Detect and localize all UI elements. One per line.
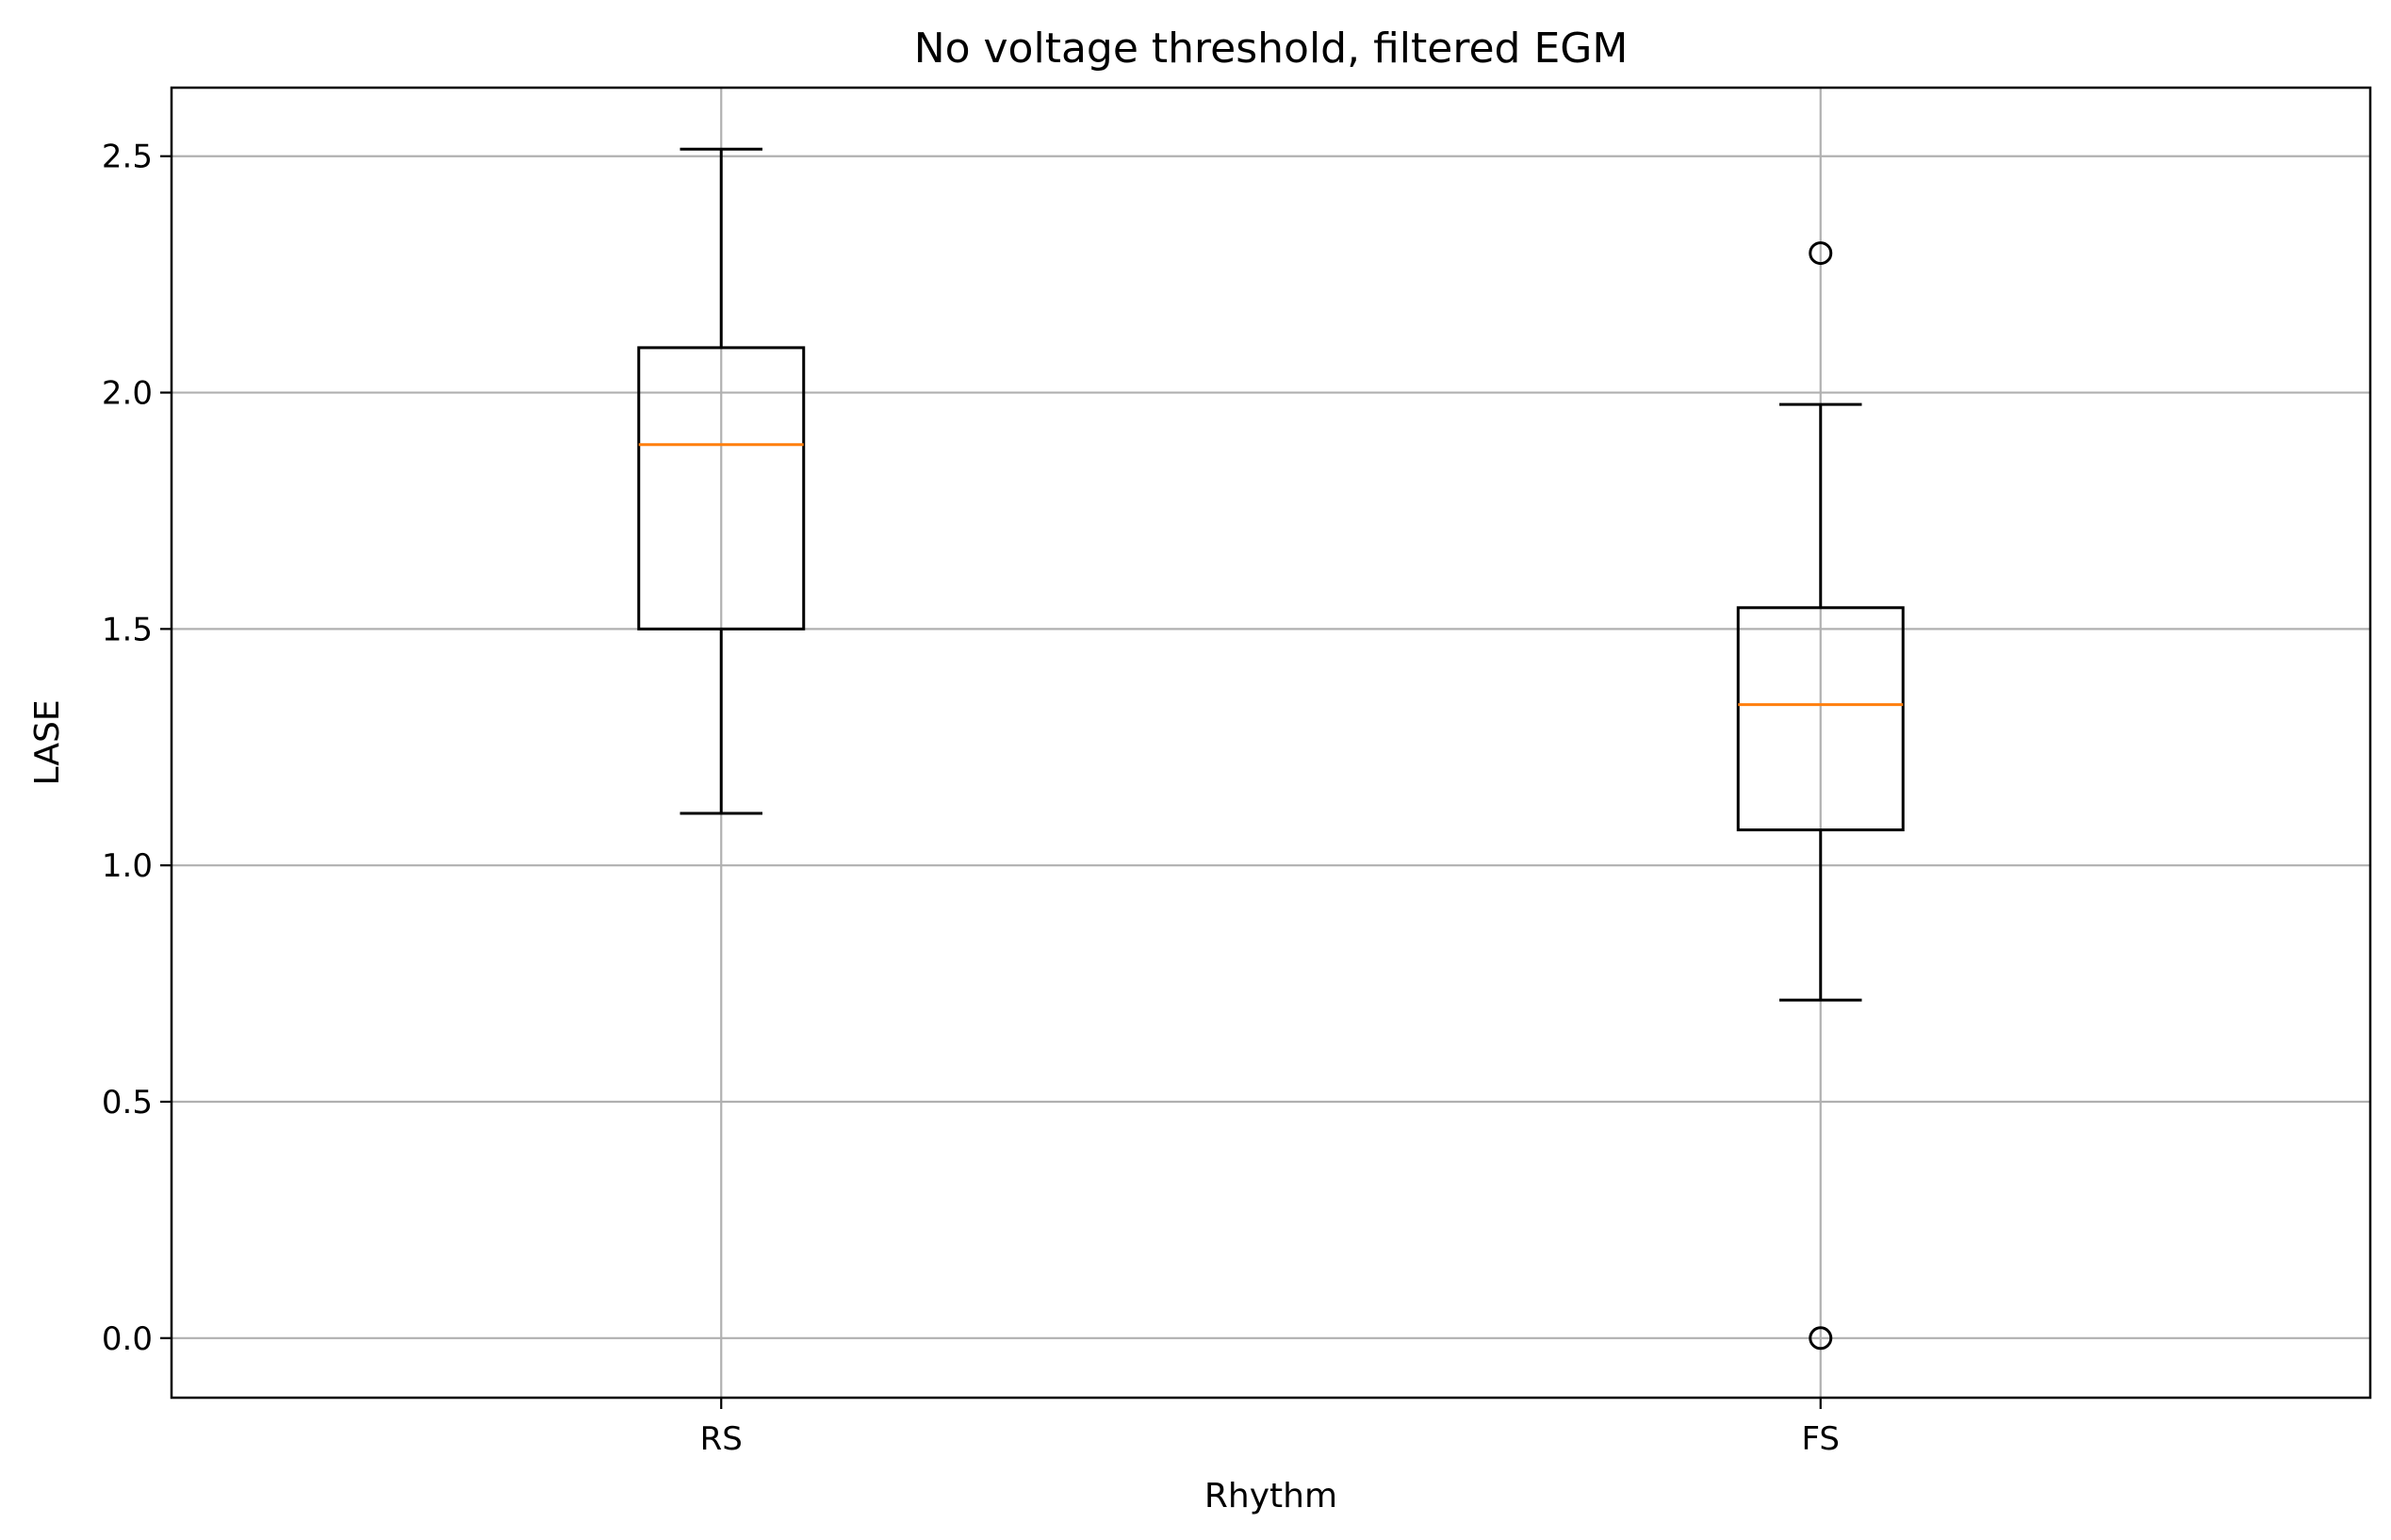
x-tick-label: FS — [1801, 1420, 1840, 1458]
outlier-point — [1809, 1326, 1833, 1351]
y-tick-label: 1.0 — [102, 847, 153, 885]
y-tick-label: 1.5 — [102, 611, 153, 648]
outlier-point — [1809, 241, 1833, 266]
chart-title: No voltage threshold, filtered EGM — [914, 25, 1629, 73]
axis-ticks: 0.0 0.5 1.0 1.5 2.0 2.5 RS FS — [102, 139, 1840, 1458]
box-fs — [1736, 241, 1905, 1351]
y-tick-label: 0.5 — [102, 1084, 153, 1122]
box-body — [1736, 606, 1905, 832]
x-tick-label: RS — [700, 1420, 743, 1458]
y-tick-label: 2.0 — [102, 375, 153, 413]
box-rs — [637, 147, 806, 815]
y-tick-label: 2.5 — [102, 139, 153, 176]
boxes — [637, 147, 1905, 1351]
y-tick-label: 0.0 — [102, 1320, 153, 1358]
x-axis-label: Rhythm — [1204, 1477, 1337, 1515]
box-body — [637, 346, 806, 631]
plot-frame — [170, 86, 2372, 1400]
y-axis-label: LASE — [28, 699, 67, 785]
